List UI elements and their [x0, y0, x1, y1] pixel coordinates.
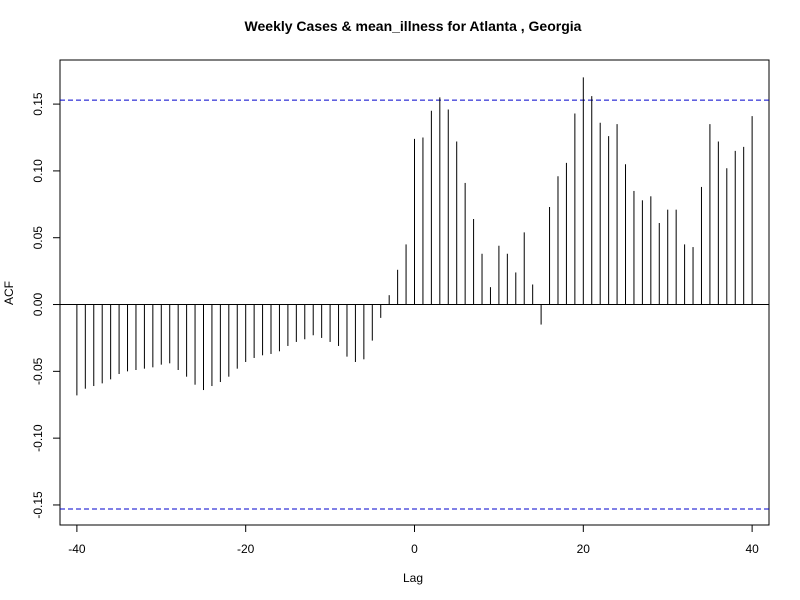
- y-axis: -0.15 -0.10 -0.05 0.00 0.05 0.10 0.15: [31, 92, 61, 519]
- chart-title: Weekly Cases & mean_illness for Atlanta …: [245, 18, 582, 34]
- x-axis: -40 -20 0 20 40: [68, 524, 759, 556]
- y-axis-label: ACF: [2, 281, 16, 305]
- x-tick-label: 0: [411, 542, 418, 556]
- y-tick-label: 0.10: [31, 159, 45, 183]
- x-tick-label: 40: [745, 542, 759, 556]
- x-axis-label: Lag: [403, 571, 423, 585]
- y-tick-label: -0.15: [31, 491, 45, 519]
- x-tick-label: 20: [577, 542, 591, 556]
- y-tick-label: 0.05: [31, 226, 45, 250]
- x-tick-label: -40: [68, 542, 86, 556]
- x-tick-label: -20: [237, 542, 255, 556]
- y-tick-label: -0.05: [31, 357, 45, 385]
- y-tick-label: -0.10: [31, 424, 45, 452]
- chart-marks: [60, 77, 769, 510]
- y-tick-label: 0.15: [31, 92, 45, 116]
- y-tick-label: 0.00: [31, 293, 45, 317]
